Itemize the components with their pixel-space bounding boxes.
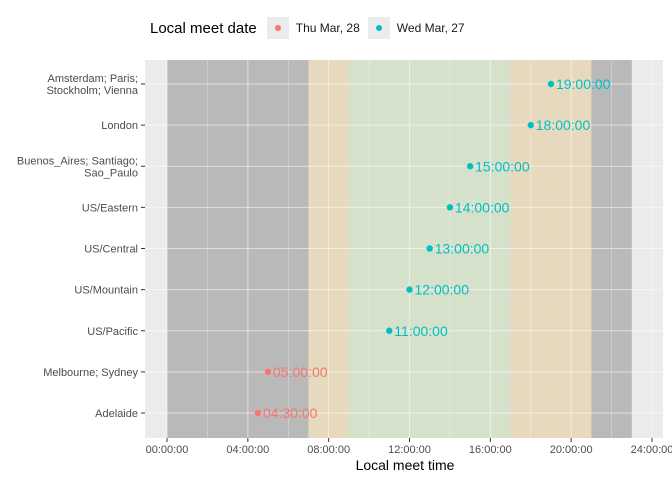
legend-label-wed: Wed Mar, 27	[396, 21, 465, 35]
data-point	[254, 409, 262, 417]
y-tick-label: Melbourne; Sydney	[43, 367, 138, 379]
y-tick-label: US/Eastern	[82, 202, 138, 214]
data-point	[547, 80, 555, 88]
data-point	[406, 286, 413, 293]
legend-dot-icon	[375, 25, 382, 31]
legend-label-thu: Thu Mar, 28	[295, 21, 360, 35]
legend-key-thu	[266, 17, 289, 39]
x-tick-label: 04:00:00	[226, 444, 269, 456]
x-tick-label: 00:00:00	[146, 444, 189, 456]
data-point	[386, 327, 393, 334]
data-point	[446, 204, 454, 211]
data-label: 11:00:00	[394, 323, 448, 339]
legend-key-wed	[367, 17, 390, 39]
data-point	[466, 163, 474, 170]
y-tick-label: US/Pacific	[87, 326, 138, 338]
data-label: 13:00:00	[435, 241, 490, 257]
legend-item-thu: Thu Mar, 28	[266, 17, 360, 39]
data-label: 04:30:00	[263, 405, 318, 421]
x-tick-label: 12:00:00	[388, 444, 431, 456]
data-point	[426, 245, 433, 252]
y-tick-label: Amsterdam; Paris; Stockholm; Vienna	[46, 73, 138, 97]
x-axis-title: Local meet time	[356, 457, 455, 473]
data-label: 15:00:00	[475, 158, 530, 174]
y-tick-label: Buenos_Aires; Santiago; Sao_Paulo	[17, 155, 138, 179]
x-tick-label: 16:00:00	[469, 444, 512, 456]
legend: Local meet date Thu Mar, 28 Wed Mar, 27	[150, 16, 473, 40]
data-point	[264, 368, 272, 376]
data-label: 05:00:00	[273, 364, 328, 380]
x-tick-label: 20:00:00	[550, 444, 593, 456]
legend-item-wed: Wed Mar, 27	[367, 17, 465, 39]
y-tick-label: US/Mountain	[74, 285, 138, 297]
y-tick-label: London	[101, 120, 138, 132]
y-tick-label: Adelaide	[95, 408, 138, 420]
x-tick-label: 24:00:00	[631, 444, 672, 456]
data-label: 12:00:00	[415, 282, 470, 298]
data-label: 19:00:00	[556, 76, 611, 92]
x-tick-label: 08:00:00	[307, 444, 350, 456]
y-tick-label: US/Central	[84, 244, 138, 256]
data-label: 18:00:00	[536, 117, 591, 133]
data-label: 14:00:00	[455, 199, 510, 215]
legend-title: Local meet date	[150, 19, 257, 37]
data-point	[527, 121, 534, 129]
legend-dot-icon	[274, 25, 281, 31]
